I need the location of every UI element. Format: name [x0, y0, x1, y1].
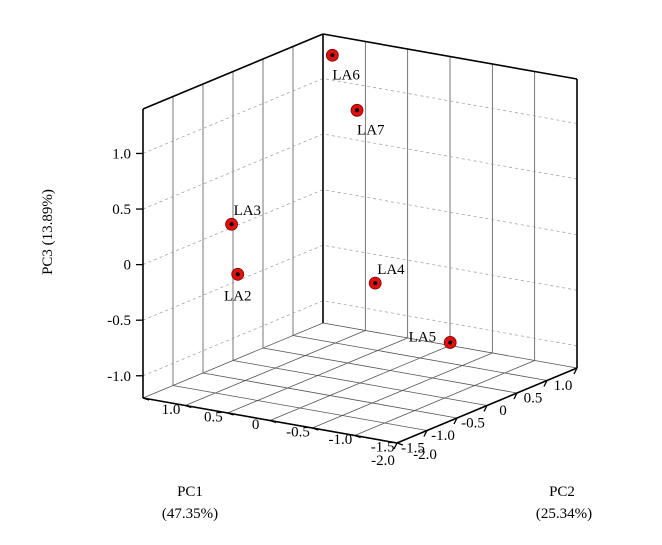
x-tick-mark	[513, 392, 518, 400]
data-label-la2: LA2	[224, 288, 252, 304]
right-wall-grid-line-horizontal	[322, 189, 578, 235]
x-tick-label: 0.5	[524, 391, 543, 407]
y-axis-title-line1: PC2	[549, 484, 575, 500]
left-wall-grid-line-horizontal	[142, 300, 324, 377]
data-label-la5: LA5	[409, 329, 437, 345]
y-tick-label: 1.0	[162, 402, 181, 418]
z-axis-title: PC3 (13.89%)	[40, 189, 56, 275]
y-tick-mark	[227, 412, 234, 416]
x-tick-mark	[453, 417, 458, 425]
frame-edge	[322, 33, 578, 80]
x-tick-mark	[543, 380, 548, 387]
y-tick-mark	[142, 397, 150, 401]
frame-edge	[142, 33, 324, 110]
floor-grid-line-y	[354, 360, 535, 436]
left-wall-grid-line-horizontal	[142, 133, 324, 210]
y-tick-label: 0.5	[204, 410, 223, 426]
data-point-center-la3	[229, 222, 234, 227]
floor-grid-line-y	[185, 330, 366, 406]
y-tick-mark	[354, 434, 361, 439]
y-tick-mark	[396, 442, 404, 446]
data-label-la3: LA3	[234, 203, 261, 219]
x-tick-mark	[573, 367, 578, 375]
z-tick-label: 0	[124, 258, 132, 274]
z-tick-label: -1.0	[107, 369, 131, 385]
data-point-center-la5	[448, 340, 453, 345]
z-tick-label: 0.5	[112, 202, 131, 218]
y-tick-mark	[269, 419, 277, 424]
data-points: LA2 LA3 LA4 LA5 LA6 LA7	[224, 48, 457, 349]
axis-titles: PC1 (47.35%) PC2 (25.34%) PC3 (13.89%)	[40, 189, 592, 522]
axis-frame	[142, 33, 578, 444]
right-wall-grid-line-horizontal	[322, 244, 578, 291]
y-tick-mark	[312, 427, 319, 431]
data-point-center-la7	[355, 108, 360, 113]
x-tick-mark	[423, 430, 428, 437]
x-tick-label: -2.0	[371, 453, 395, 469]
x-axis-title-line1: PC1	[177, 484, 203, 500]
y-tick-label: -2.0	[413, 447, 437, 463]
x-tick-mark	[393, 442, 398, 450]
right-wall-grid-line-horizontal	[322, 300, 578, 347]
left-wall-grid-line-horizontal	[142, 78, 324, 154]
grid-lines	[142, 34, 578, 444]
data-label-la6: LA6	[332, 67, 360, 83]
floor-grid-line-y	[312, 352, 493, 429]
right-wall-grid-line-horizontal	[322, 78, 578, 124]
floor-grid-line-y	[269, 345, 451, 421]
data-label-la7: LA7	[357, 122, 385, 138]
x-tick-label: 1.0	[554, 378, 573, 394]
x-tick-mark	[483, 405, 488, 412]
x-tick-label: -1.0	[431, 428, 455, 444]
y-tick-mark	[185, 404, 192, 409]
tick-labels: -1.0-0.500.51.0-2.0-1.5-1.0-0.500.51.0-2…	[107, 146, 578, 469]
left-wall-grid-line-horizontal	[142, 244, 324, 321]
x-tick-label: -1.5	[401, 441, 425, 457]
data-point-center-la6	[330, 53, 335, 58]
y-tick-label: 0	[252, 417, 260, 433]
floor-grid-line-y	[227, 337, 408, 414]
y-axis-title-line2: (25.34%)	[536, 506, 592, 522]
x-axis-title-line2: (47.35%)	[162, 506, 218, 522]
y-tick-label: -1.5	[371, 440, 395, 456]
x-tick-label: 0	[499, 403, 507, 419]
z-tick-label: -0.5	[107, 313, 131, 329]
data-label-la4: LA4	[377, 262, 405, 278]
z-tick-label: 1.0	[112, 146, 131, 162]
data-point-center-la2	[235, 272, 240, 277]
right-wall-grid-line-horizontal	[322, 133, 578, 180]
x-tick-label: -0.5	[461, 416, 485, 432]
data-point-center-la4	[373, 281, 378, 286]
y-tick-label: -1.0	[328, 432, 352, 448]
y-tick-label: -0.5	[286, 425, 310, 441]
